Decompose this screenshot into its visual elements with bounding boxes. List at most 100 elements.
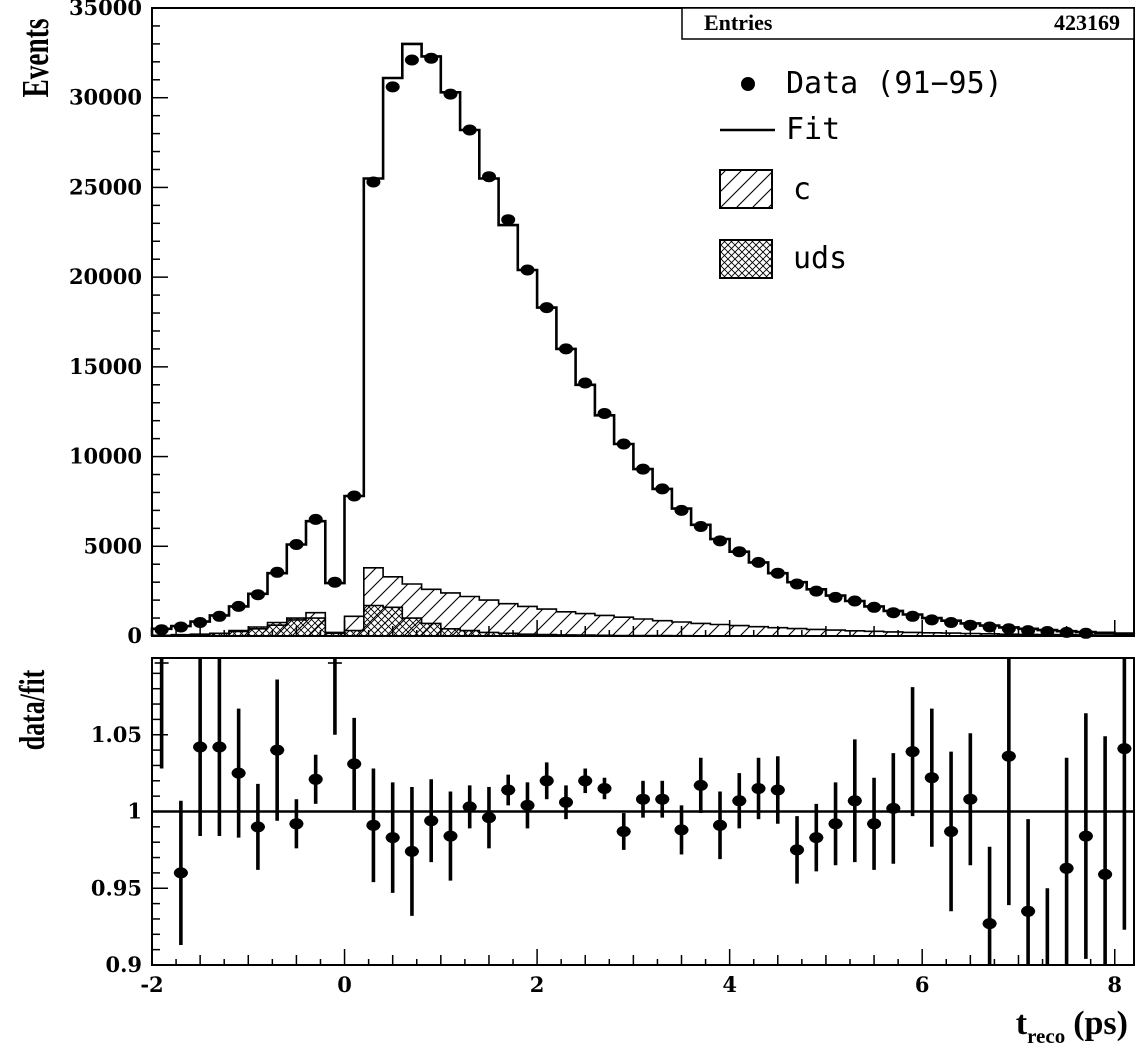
ratio-point — [366, 819, 381, 831]
ratio-point — [385, 832, 400, 844]
y-tick-label: 20000 — [69, 264, 142, 289]
x-tick-label: 2 — [530, 972, 545, 997]
ratio-point — [193, 741, 208, 753]
data-point — [828, 591, 843, 603]
ratio-point — [809, 832, 824, 844]
x-axis-title-unit: (ps) — [1073, 1005, 1128, 1042]
ratio-point — [404, 845, 419, 857]
bottom-ylabel: data/fit — [12, 669, 52, 750]
data-point — [539, 302, 554, 314]
x-tick-label: 0 — [337, 972, 352, 997]
ratio-point — [867, 818, 882, 830]
ratio-point — [462, 801, 477, 813]
ratio-point — [482, 812, 496, 824]
ratio-point — [1001, 750, 1016, 762]
data-point — [713, 535, 727, 547]
ratio-point — [616, 826, 631, 837]
ratio-point — [1078, 830, 1093, 842]
ratio-point — [790, 844, 804, 856]
data-point — [482, 171, 496, 183]
legend-hatch-icon — [719, 169, 773, 209]
data-point — [173, 621, 188, 633]
stats-box: Entries 423169 — [681, 7, 1135, 40]
x-tick-label: 6 — [915, 972, 930, 997]
legend-data-dot-icon — [741, 77, 755, 91]
ratio-point — [963, 793, 978, 805]
data-point — [520, 264, 535, 276]
ratio-point — [847, 795, 862, 807]
legend-label-c: c — [793, 172, 811, 207]
data-point — [770, 567, 785, 579]
data-point — [289, 539, 304, 550]
ratio-point — [173, 867, 188, 879]
ratio-point — [578, 775, 593, 787]
histogram-uds — [151, 604, 1134, 637]
ratio-point — [270, 744, 285, 756]
data-point — [809, 585, 824, 597]
data-point — [944, 617, 959, 628]
x-axis-title: treco (ps) — [1016, 1005, 1128, 1043]
ratio-point — [212, 741, 227, 753]
ratio-point — [944, 826, 959, 837]
ratio-point — [693, 779, 708, 791]
ratio-point — [905, 746, 920, 758]
ratio-point — [559, 796, 573, 808]
data-point — [636, 463, 650, 475]
y-tick-label: 5000 — [84, 533, 142, 558]
legend-label-fit: Fit — [786, 112, 840, 147]
data-point — [674, 504, 689, 516]
ratio-point — [539, 775, 554, 787]
x-tick-label: 4 — [722, 972, 737, 997]
data-point — [347, 490, 362, 502]
data-point — [982, 621, 997, 633]
data-point — [559, 343, 573, 355]
ratio-point — [770, 784, 785, 796]
stats-label: Entries — [704, 10, 773, 35]
y-tick-label: 1 — [127, 799, 142, 824]
data-point — [404, 54, 419, 66]
ratio-point — [347, 758, 362, 770]
legend: Data (91−95) Fit c uds — [719, 66, 1003, 279]
data-point — [501, 214, 516, 226]
data-point — [462, 124, 477, 136]
y-tick-label: 0 — [127, 623, 142, 648]
data-point — [154, 624, 169, 636]
data-point — [847, 595, 862, 607]
ratio-point — [732, 795, 747, 807]
y-tick-label: 0.9 — [105, 952, 142, 977]
ratio-point — [636, 793, 650, 805]
y-tick-label: 1.05 — [91, 722, 142, 747]
data-point — [443, 88, 458, 100]
x-tick-label: 8 — [1107, 972, 1122, 997]
ratio-point — [1021, 905, 1036, 917]
stats-value: 423169 — [1054, 10, 1120, 35]
data-point — [790, 578, 804, 590]
y-tick-label: 10000 — [69, 444, 142, 469]
ratio-point — [924, 772, 939, 784]
ratio-point — [982, 918, 997, 930]
data-point — [250, 589, 265, 601]
data-point — [655, 483, 670, 495]
ratio-point — [443, 830, 458, 842]
ratio-point — [674, 824, 689, 836]
data-point — [424, 52, 439, 64]
ratio-point — [250, 821, 265, 833]
legend-label-data: Data (91−95) — [786, 66, 1003, 101]
data-point — [1021, 625, 1036, 637]
data-point — [270, 566, 285, 578]
ratio-point — [886, 802, 901, 814]
data-point — [308, 513, 323, 525]
ratio-point — [231, 767, 246, 779]
data-point — [905, 610, 920, 622]
top-ylabel: Events — [15, 18, 57, 97]
y-tick-label: 35000 — [69, 0, 142, 20]
top-panel: 0 5000 10000 15000 20000 25000 30000 35000 Even… — [15, 0, 1135, 648]
ratio-point — [828, 818, 843, 830]
data-point — [1078, 627, 1093, 639]
data-point — [212, 610, 227, 622]
ratio-point — [1117, 743, 1132, 755]
legend-label-uds: uds — [793, 241, 847, 276]
data-point — [924, 614, 939, 626]
data-point — [1040, 626, 1055, 637]
